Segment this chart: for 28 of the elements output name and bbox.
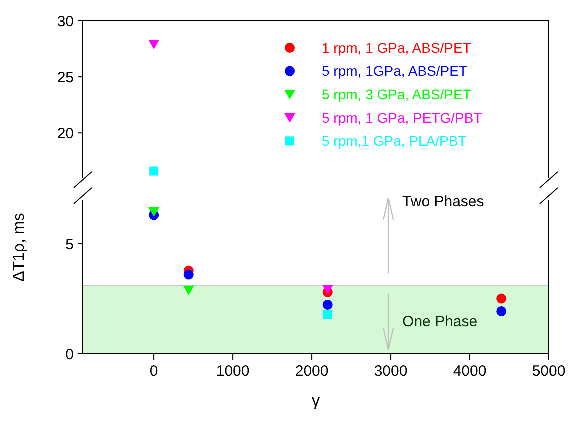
legend-label: 5 rpm, 1GPa, ABS/PET: [322, 63, 468, 80]
point: [323, 310, 332, 320]
y-tick-label: 20: [57, 125, 74, 142]
point: [496, 306, 507, 317]
point: [148, 207, 160, 217]
annotation: One Phase: [402, 313, 478, 330]
annotation: Two Phases: [402, 193, 484, 210]
point: [322, 285, 334, 295]
y-axis-title: ΔT1ρ, ms: [11, 213, 28, 282]
y-tick-label: 5: [66, 236, 74, 254]
point: [184, 270, 194, 280]
x-tick-label: 1000: [216, 363, 250, 380]
legend-label: 5 rpm, 1 GPa, PETG/PBT: [322, 110, 483, 126]
x-tick-label: 3000: [374, 363, 408, 380]
y-tick-label: 30: [57, 13, 74, 30]
x-tick-label: 4000: [453, 363, 487, 380]
legend-label: 5 rpm,1 GPa, PLA/PBT: [322, 133, 468, 150]
point: [322, 300, 333, 310]
point: [183, 286, 194, 296]
legend-label: 1 rpm, 1 GPa, ABS/PET: [322, 40, 472, 56]
point: [496, 294, 507, 304]
x-axis-title: γ: [312, 391, 321, 410]
x-tick-label: 0: [150, 363, 158, 380]
legend-label: 5 rpm, 3 GPa, ABS/PET: [322, 86, 472, 102]
x-tick-label: 5000: [532, 363, 566, 380]
y-tick-label: 25: [57, 69, 74, 86]
y-tick-label: 0: [66, 346, 74, 364]
x-tick-label: 2000: [295, 363, 329, 380]
